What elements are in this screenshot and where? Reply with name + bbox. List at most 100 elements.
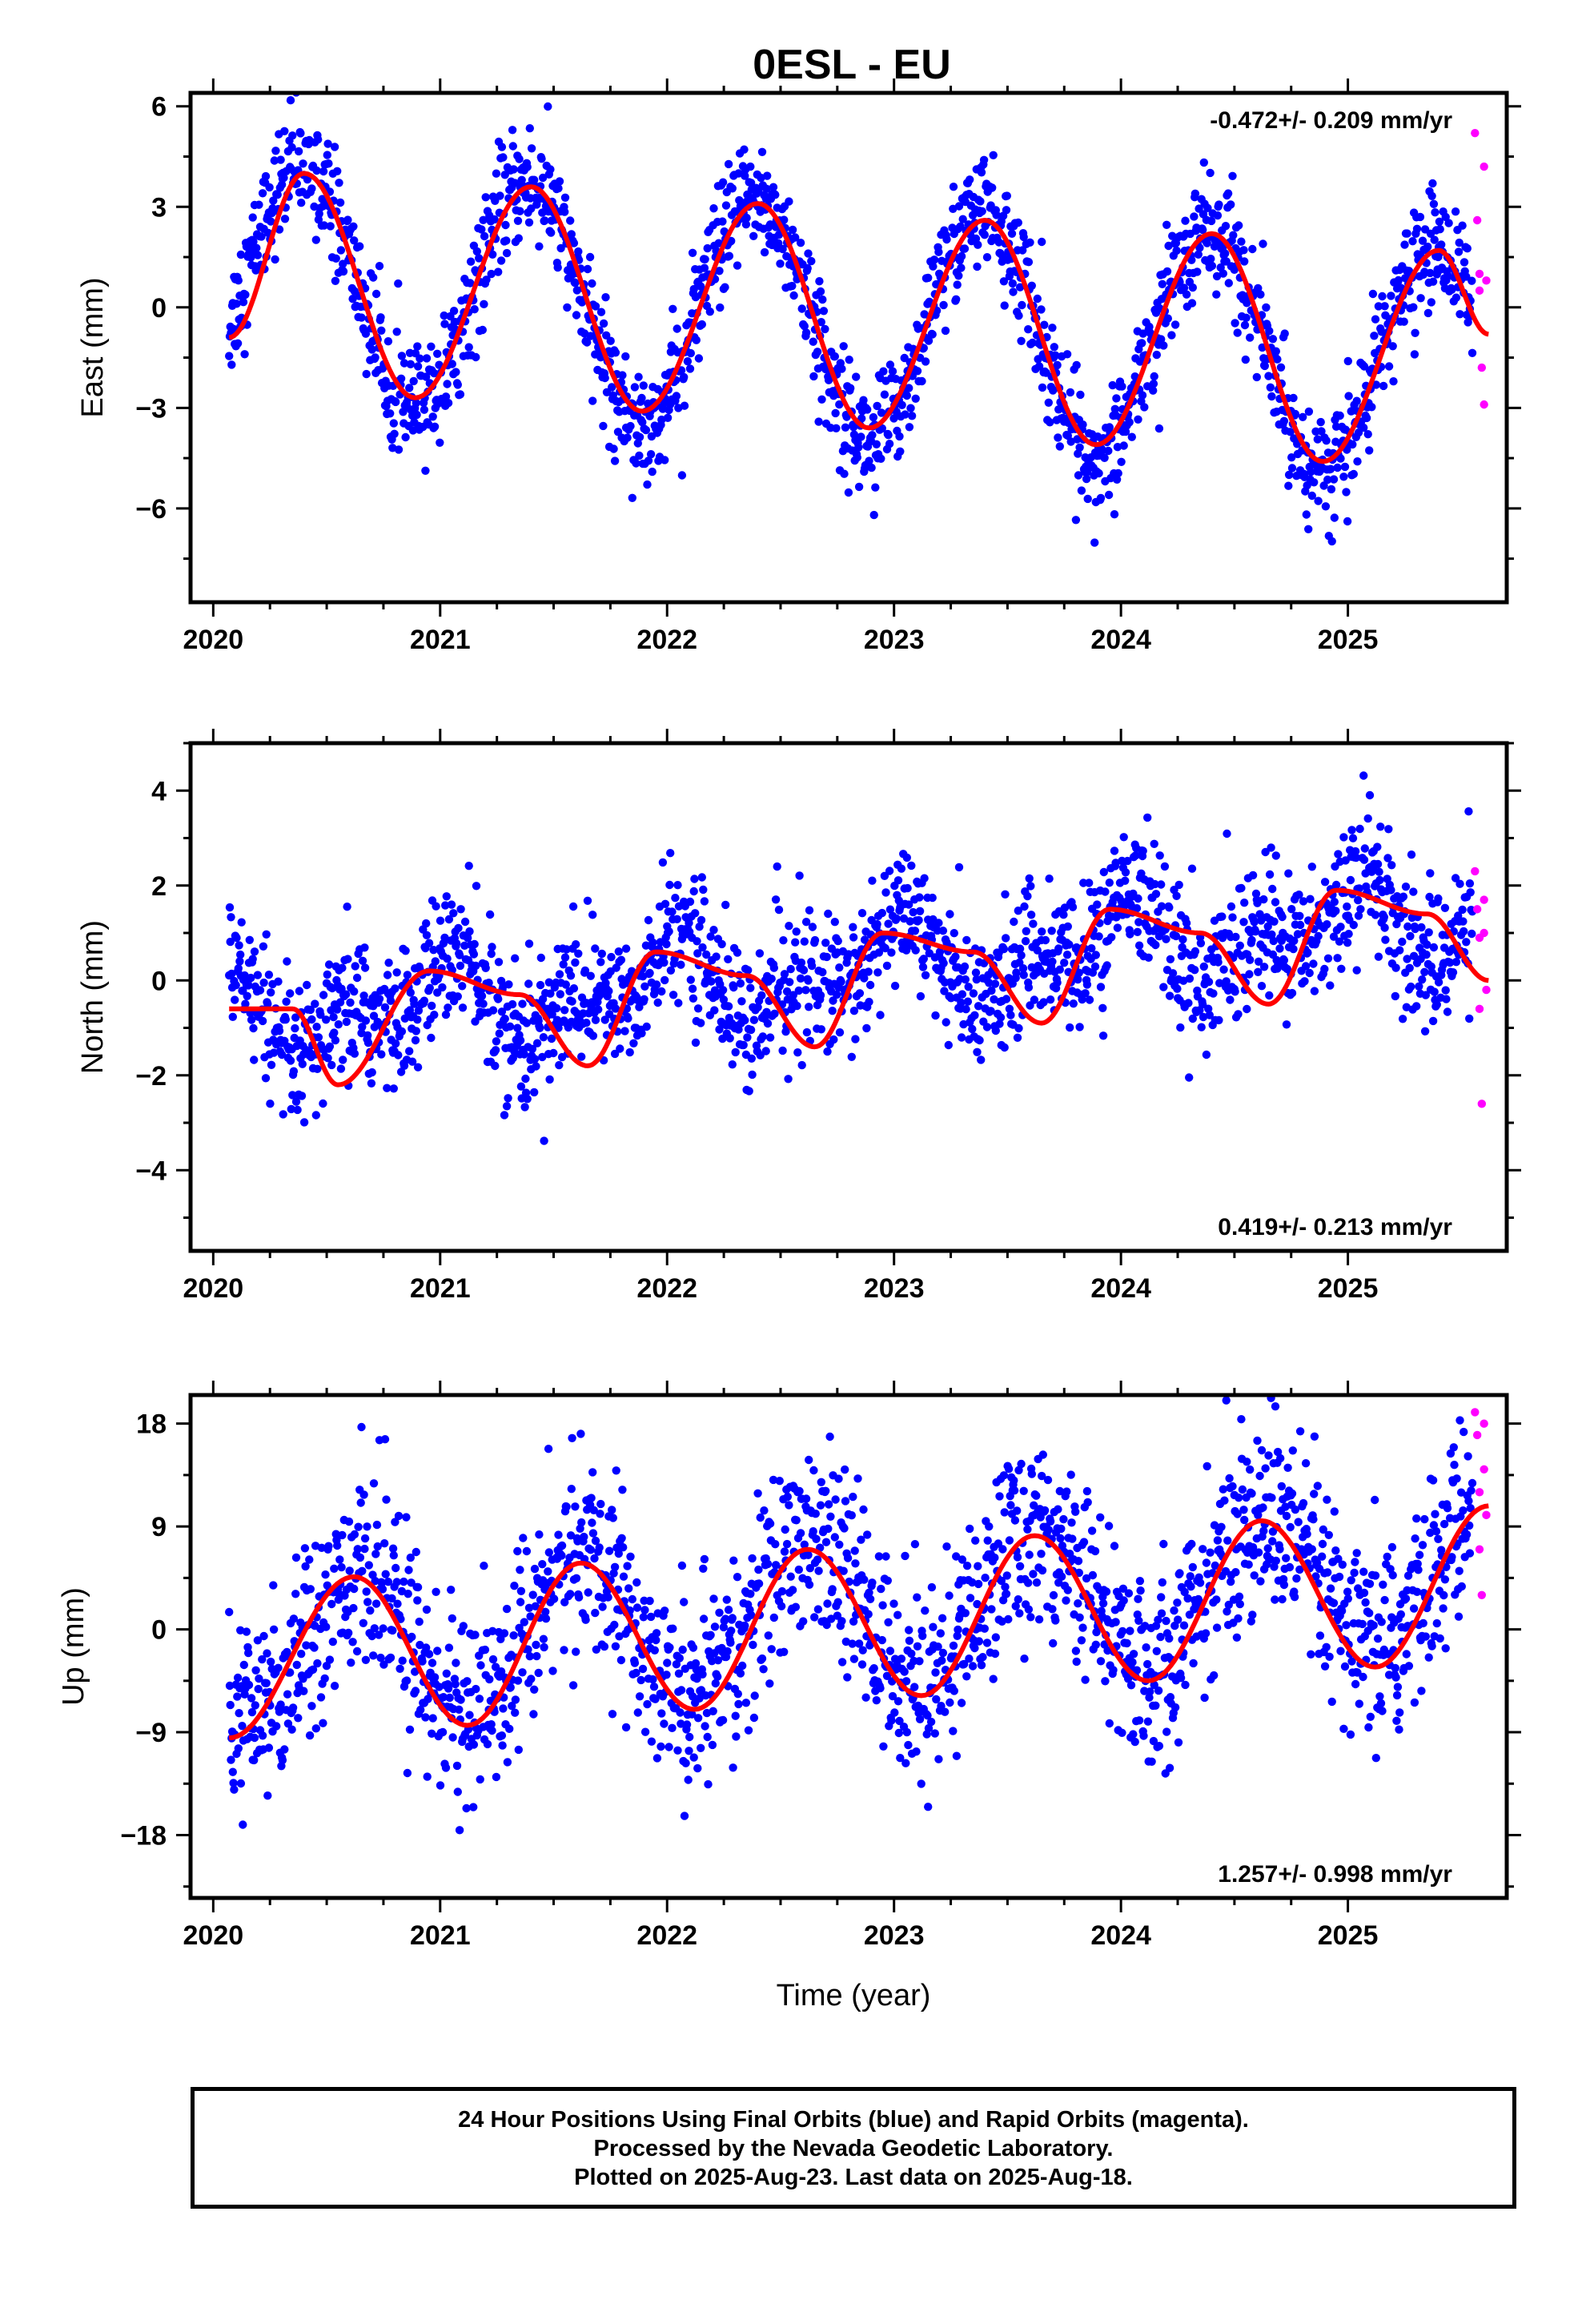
data-point — [524, 1603, 534, 1613]
data-point — [1138, 846, 1147, 855]
data-point — [276, 1700, 285, 1709]
data-point — [525, 1652, 534, 1661]
data-point — [1384, 362, 1394, 371]
data-point — [1429, 943, 1439, 952]
data-point — [283, 1719, 293, 1728]
data-point — [970, 1011, 979, 1020]
data-point — [335, 179, 343, 187]
data-point — [500, 1111, 509, 1120]
rapid-point — [1475, 269, 1484, 279]
data-point — [1033, 294, 1042, 304]
data-point — [588, 1529, 598, 1538]
data-point — [1458, 905, 1467, 915]
data-point — [444, 399, 453, 408]
data-point — [877, 1635, 887, 1645]
data-point — [460, 941, 469, 951]
data-point — [890, 981, 900, 991]
data-point — [234, 276, 243, 285]
data-point — [509, 165, 518, 174]
data-point — [689, 1753, 698, 1762]
data-point — [479, 215, 488, 224]
data-point — [587, 1494, 596, 1502]
data-point — [531, 1602, 540, 1611]
data-point — [769, 1613, 778, 1622]
data-point — [262, 930, 271, 939]
data-point — [872, 440, 881, 448]
data-point — [941, 1707, 950, 1716]
data-point — [234, 964, 243, 973]
data-point — [763, 1019, 773, 1028]
data-point — [880, 390, 889, 399]
data-point — [1286, 428, 1295, 436]
data-point — [808, 923, 817, 931]
data-point — [1096, 983, 1106, 991]
data-point — [1191, 966, 1199, 975]
data-point — [544, 1445, 553, 1454]
data-point — [817, 318, 825, 327]
data-point — [1403, 229, 1411, 238]
fit-curve — [228, 171, 1490, 464]
data-point — [788, 1586, 797, 1594]
data-point — [1203, 203, 1212, 212]
data-point — [685, 1747, 693, 1755]
data-point — [1339, 833, 1348, 842]
data-point — [566, 971, 576, 980]
data-point — [263, 1649, 271, 1658]
data-point — [906, 404, 915, 412]
data-point — [291, 1553, 301, 1562]
data-point — [1279, 416, 1289, 425]
data-point — [661, 899, 670, 909]
data-point — [1346, 875, 1355, 885]
data-point — [472, 961, 480, 971]
data-point — [698, 943, 707, 952]
data-point — [463, 1677, 472, 1686]
data-point — [976, 197, 985, 206]
data-point — [658, 858, 668, 867]
data-point — [934, 919, 943, 927]
data-point — [1352, 966, 1361, 975]
data-point — [363, 1038, 373, 1047]
data-point — [532, 1640, 540, 1650]
data-point — [1241, 355, 1251, 364]
data-point — [502, 1102, 512, 1111]
data-point — [349, 1603, 358, 1613]
data-point — [1343, 517, 1352, 526]
data-point — [401, 432, 410, 442]
data-point — [383, 1578, 393, 1586]
data-point — [830, 918, 840, 927]
data-point — [614, 1549, 623, 1558]
data-point — [567, 1485, 576, 1494]
data-point — [568, 1433, 576, 1443]
data-point — [918, 963, 928, 971]
data-point — [278, 1755, 287, 1765]
data-point — [801, 918, 811, 927]
data-point — [1359, 771, 1368, 780]
data-point — [1199, 158, 1209, 167]
data-point — [1409, 887, 1418, 896]
x-tick-label: 2021 — [410, 625, 471, 655]
data-point — [519, 1534, 528, 1542]
data-point — [834, 1474, 843, 1483]
data-point — [1240, 257, 1249, 266]
data-point — [343, 903, 351, 911]
data-point — [1074, 449, 1082, 458]
data-point — [1212, 290, 1221, 299]
data-point — [350, 236, 359, 245]
data-point — [883, 1576, 893, 1586]
data-point — [1053, 978, 1062, 987]
data-point — [1041, 935, 1050, 945]
data-point — [928, 893, 937, 903]
data-point — [1239, 918, 1248, 927]
data-point — [855, 989, 865, 998]
rapid-point — [1471, 129, 1480, 138]
data-point — [248, 955, 257, 963]
data-point — [813, 348, 822, 356]
data-point — [266, 1100, 275, 1108]
data-point — [1424, 928, 1433, 937]
data-point — [1310, 987, 1319, 995]
data-point — [874, 948, 884, 957]
data-point — [402, 1513, 411, 1522]
data-point — [700, 263, 709, 272]
data-point — [596, 1499, 605, 1509]
